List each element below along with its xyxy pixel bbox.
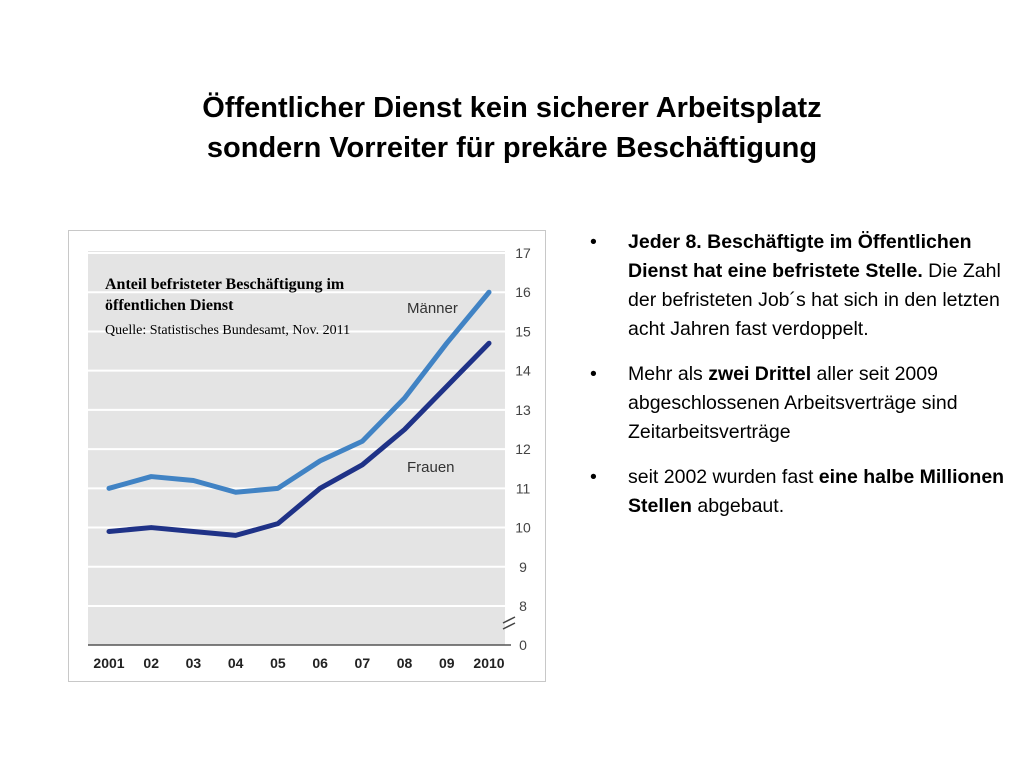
x-tick-label: 07	[355, 655, 371, 671]
bullet-item: • Mehr als zwei Drittel aller seit 2009 a…	[590, 360, 1010, 447]
y-tick-label: 8	[519, 598, 527, 614]
slide-title-line-2: sondern Vorreiter für prekäre Beschäftig…	[206, 132, 818, 164]
x-tick-label: 05	[270, 655, 286, 671]
y-tick-label: 14	[515, 363, 531, 379]
y-tick-label: 11	[516, 480, 531, 496]
bullet-dot-icon: •	[590, 363, 597, 385]
bullet-item: • Jeder 8. Beschäftigte im Öffentlichen D…	[590, 228, 1010, 344]
x-tick-label: 03	[186, 655, 202, 671]
chart-title: Anteil befristeter Beschäftigung im öffe…	[105, 276, 345, 314]
bullet-item: • seit 2002 wurden fast eine halbe Millio…	[590, 463, 1010, 521]
slide-title: Öffentlicher Dienst kein sicherer Arbeit…	[0, 88, 1024, 168]
bullet-text-run: zwei Drittel	[708, 363, 812, 385]
y-tick-label: 12	[515, 441, 531, 457]
x-tick-label: 08	[397, 655, 413, 671]
series-line-0	[106, 289, 492, 495]
bullet-list: • Jeder 8. Beschäftigte im Öffentlichen D…	[590, 228, 1010, 537]
bullet-text-run: Jeder 8. Beschäftigte im Öffentlichen Di…	[628, 231, 977, 282]
bullet-text-run: Mehr als	[628, 363, 709, 385]
plot-background	[88, 251, 505, 645]
chart-source: Quelle: Statistisches Bundesamt, Nov. 20…	[105, 323, 351, 338]
x-tick-label: 2001	[93, 655, 124, 671]
chart-frame: 0 8 9 10 11 12 13 14 15 16 17 2001 02 03 04 05 06 07 08 09 2…	[68, 230, 546, 682]
x-tick-label: 02	[143, 655, 159, 671]
y-tick-label: 0	[519, 637, 527, 653]
y-tick-label: 17	[515, 245, 531, 261]
y-tick-label: 13	[515, 402, 531, 418]
x-tick-label: 04	[228, 655, 244, 671]
y-tick-label: 10	[515, 520, 531, 536]
x-tick-label: 09	[439, 655, 455, 671]
axis-break-icon	[502, 616, 516, 630]
series-line-1	[106, 340, 492, 538]
bullet-dot-icon: •	[590, 231, 597, 253]
bullet-text-run: abgebaut.	[691, 495, 785, 517]
x-tick-label: 06	[312, 655, 328, 671]
y-tick-label: 15	[515, 323, 531, 339]
y-tick-label: 16	[515, 284, 531, 300]
slide-title-line-1: Öffentlicher Dienst kein sicherer Arbeit…	[202, 92, 822, 124]
x-tick-label: 2010	[473, 655, 504, 671]
y-tick-label: 9	[519, 559, 527, 575]
bullet-text-run: Die Zahl der befristeten Job´s hat sich …	[628, 260, 1007, 340]
chart-caption: Anteil befristeter Beschäftigung im öffe…	[105, 274, 395, 340]
series-label: Männer	[407, 300, 458, 317]
bullet-text-run: seit 2002 wurden fast	[628, 466, 819, 488]
bullet-text-run: eine halbe Millionen Stellen	[628, 466, 1010, 517]
bullet-text-run: aller seit 2009 abgeschlossenen Arbeitsv…	[628, 363, 963, 443]
series-label: Frauen	[407, 459, 455, 476]
bullet-dot-icon: •	[590, 466, 597, 488]
